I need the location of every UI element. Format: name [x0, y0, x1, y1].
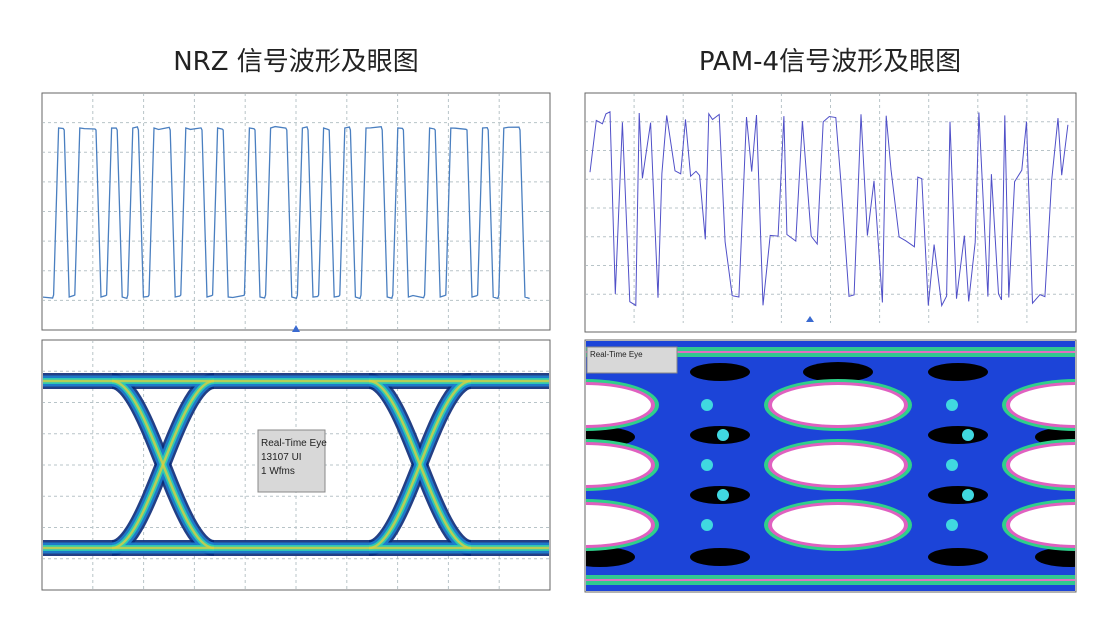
crossing [701, 519, 713, 531]
dense-band [803, 362, 873, 382]
dense-band [1035, 547, 1075, 567]
eye-opening [1010, 385, 1075, 425]
left-title: NRZ 信号波形及眼图 [173, 47, 419, 77]
crossing [701, 399, 713, 411]
eye-trace [111, 379, 215, 550]
eye-label-text: 1 Wfms [261, 466, 295, 477]
pam4-eye-frame [584, 339, 1077, 593]
eye-label-text: 13107 UI [261, 452, 302, 463]
eye-labels: Real-Time Eye 13107 UI 1 Wfms Real-Time Eye [257, 346, 678, 493]
dense-band [690, 363, 750, 381]
nrz-trace [43, 125, 530, 300]
eye-label-text: Real-Time Eye [261, 438, 327, 449]
nrz-eye-frame [41, 339, 551, 591]
eye-opening [772, 445, 904, 485]
eye-label-box [586, 346, 678, 374]
crossing [717, 489, 729, 501]
crossing [946, 459, 958, 471]
rail [586, 579, 1075, 581]
eye-opening [772, 505, 904, 545]
crossing [946, 399, 958, 411]
dense-band [928, 548, 988, 566]
eye-trace [368, 379, 472, 550]
trigger-marker [806, 316, 814, 322]
crossing [717, 429, 729, 441]
dense-band [928, 363, 988, 381]
pam4-eye [586, 341, 1075, 591]
trigger-marker [292, 325, 300, 332]
eye-opening [1010, 505, 1075, 545]
eye-label-box [257, 429, 326, 493]
nrz-waveform [43, 94, 549, 329]
dense-band [928, 426, 988, 444]
crossing [962, 429, 974, 441]
dense-band [586, 547, 635, 567]
eye-opening [586, 505, 651, 545]
pam4-waveform [586, 94, 1075, 331]
eye-opening [586, 385, 651, 425]
crossing [946, 519, 958, 531]
crossing [701, 459, 713, 471]
nrz-eye [43, 341, 549, 589]
eye-opening [586, 445, 651, 485]
dense-band [690, 548, 750, 566]
rail [586, 351, 1075, 353]
right-title: PAM-4信号波形及眼图 [699, 47, 961, 77]
pam4-trace [589, 110, 1069, 308]
pam4-waveform-frame [584, 92, 1077, 333]
background [586, 94, 1075, 331]
eye-label-text: Real-Time Eye [590, 350, 643, 359]
eye-opening [772, 385, 904, 425]
crossing [962, 489, 974, 501]
eye-opening [1010, 445, 1075, 485]
dense-band [928, 486, 988, 504]
